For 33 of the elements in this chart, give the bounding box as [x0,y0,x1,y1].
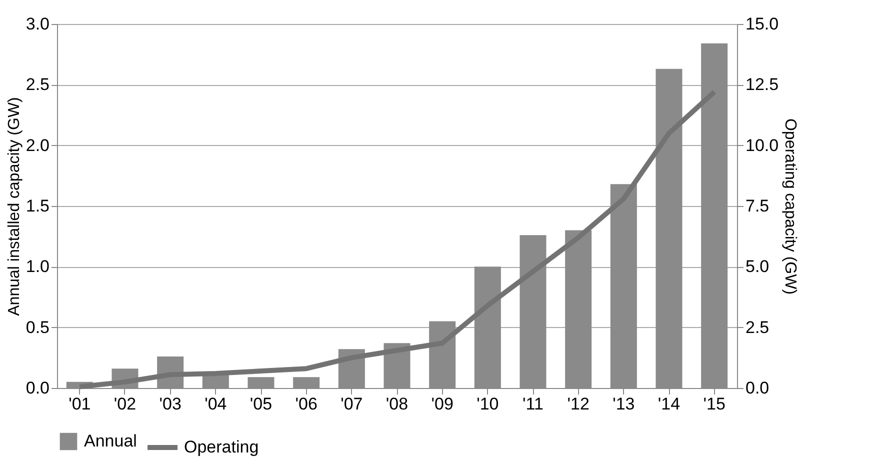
y2-tick-label: 5.0 [746,257,770,276]
y2-tick-label: 2.5 [746,318,770,337]
y-tick-label: 2.0 [26,136,50,155]
y-tick-label: 0.0 [26,378,50,398]
y2-tick-label: 0.0 [746,378,770,398]
y-tick-label: 1.5 [26,196,50,216]
x-tick-label: '06 [295,394,318,414]
x-tick-label: '08 [386,394,408,414]
y-tick-label: 1.0 [26,257,50,276]
y2-tick-label: 7.5 [746,196,770,216]
legend-label: Operating [184,438,259,456]
x-tick-label: '14 [658,394,680,414]
y-axis-title: Annual installed capacity (GW) [6,97,23,316]
x-tick-label: '05 [250,394,272,414]
y2-axis-title: Operating capacity (GW) [782,118,799,295]
x-tick-label: '01 [68,394,91,414]
legend-label: Annual [84,432,137,450]
y-tick-label: 3.0 [26,14,50,34]
x-tick-label: '07 [340,394,363,414]
y2-tick-label: 12.5 [746,75,779,94]
x-tick-label: '10 [476,394,499,414]
x-tick-label: '03 [159,394,182,414]
x-tick-label: '11 [522,394,544,414]
y-tick-label: 2.5 [26,75,50,94]
y2-tick-label: 10.0 [746,136,779,155]
x-tick-label: '04 [204,394,227,414]
x-tick-label: '13 [612,394,635,414]
x-tick-label: '15 [703,394,726,414]
x-tick-label: '12 [567,394,590,414]
y2-tick-label: 15.0 [746,14,779,34]
x-tick-label: '09 [431,394,454,414]
x-tick-label: '02 [114,394,136,414]
y-tick-label: 0.5 [26,318,50,337]
